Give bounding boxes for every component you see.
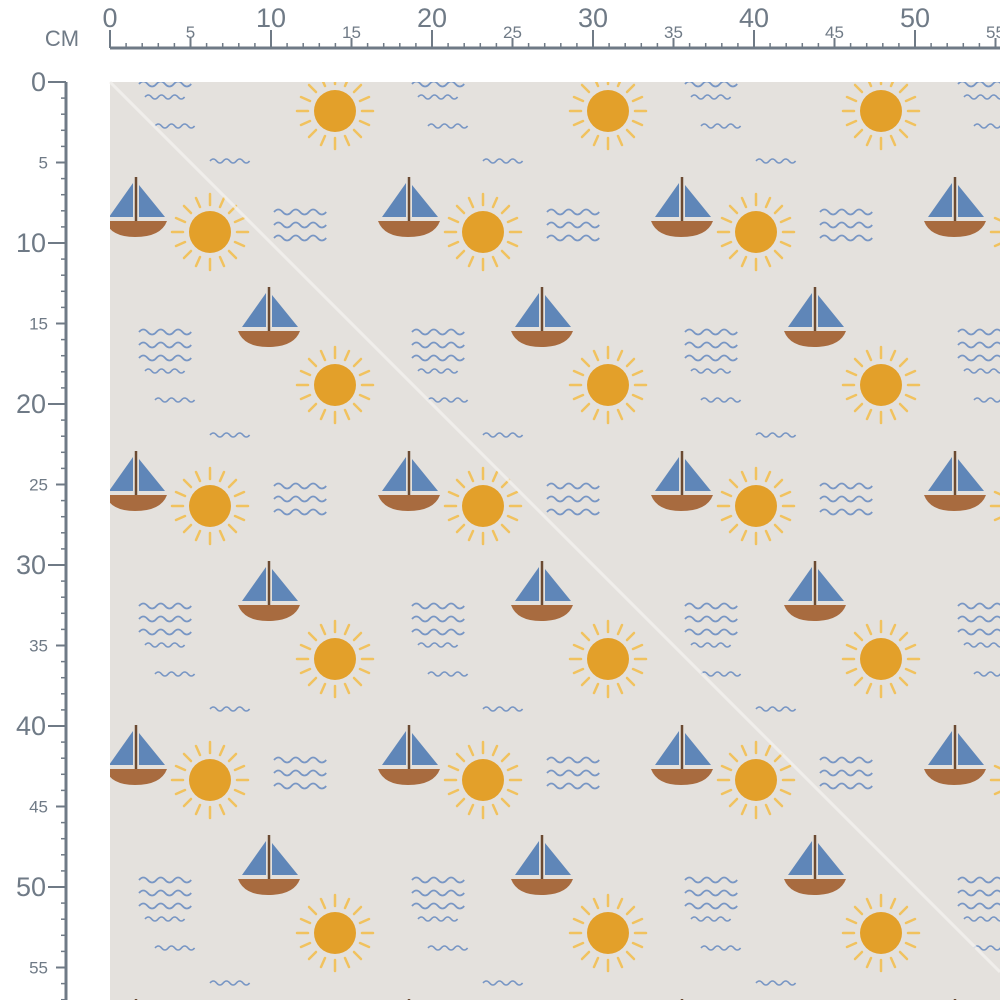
left-tick-label: 35 <box>29 637 48 656</box>
top-tick-label: 55 <box>986 23 1000 42</box>
left-ruler-bg <box>0 62 100 1000</box>
top-tick-label: 20 <box>417 3 447 33</box>
top-tick-label: 50 <box>900 3 930 33</box>
left-tick-label: 40 <box>16 711 46 741</box>
fold-line <box>108 80 1000 974</box>
top-tick-label: 40 <box>739 3 769 33</box>
top-tick-label: 25 <box>503 23 522 42</box>
top-tick-label: 5 <box>186 23 195 42</box>
top-tick-label: 45 <box>825 23 844 42</box>
fabric-pattern <box>110 82 1000 1000</box>
left-tick-label: 20 <box>16 389 46 419</box>
top-tick-label: 30 <box>578 3 608 33</box>
left-tick-label: 10 <box>16 228 46 258</box>
top-tick-label: 15 <box>342 23 361 42</box>
top-tick-label: 0 <box>102 3 117 33</box>
top-ruler-bg <box>0 0 1000 62</box>
left-tick-label: 5 <box>39 154 48 173</box>
left-tick-label: 45 <box>29 798 48 817</box>
left-tick-label: 0 <box>31 67 46 97</box>
left-tick-label: 30 <box>16 550 46 580</box>
top-tick-label: 10 <box>256 3 286 33</box>
left-tick-label: 15 <box>29 315 48 334</box>
left-tick-label: 50 <box>16 872 46 902</box>
unit-label: CM <box>45 26 79 51</box>
left-tick-label: 55 <box>29 959 48 978</box>
top-tick-label: 35 <box>664 23 683 42</box>
left-tick-label: 25 <box>29 476 48 495</box>
